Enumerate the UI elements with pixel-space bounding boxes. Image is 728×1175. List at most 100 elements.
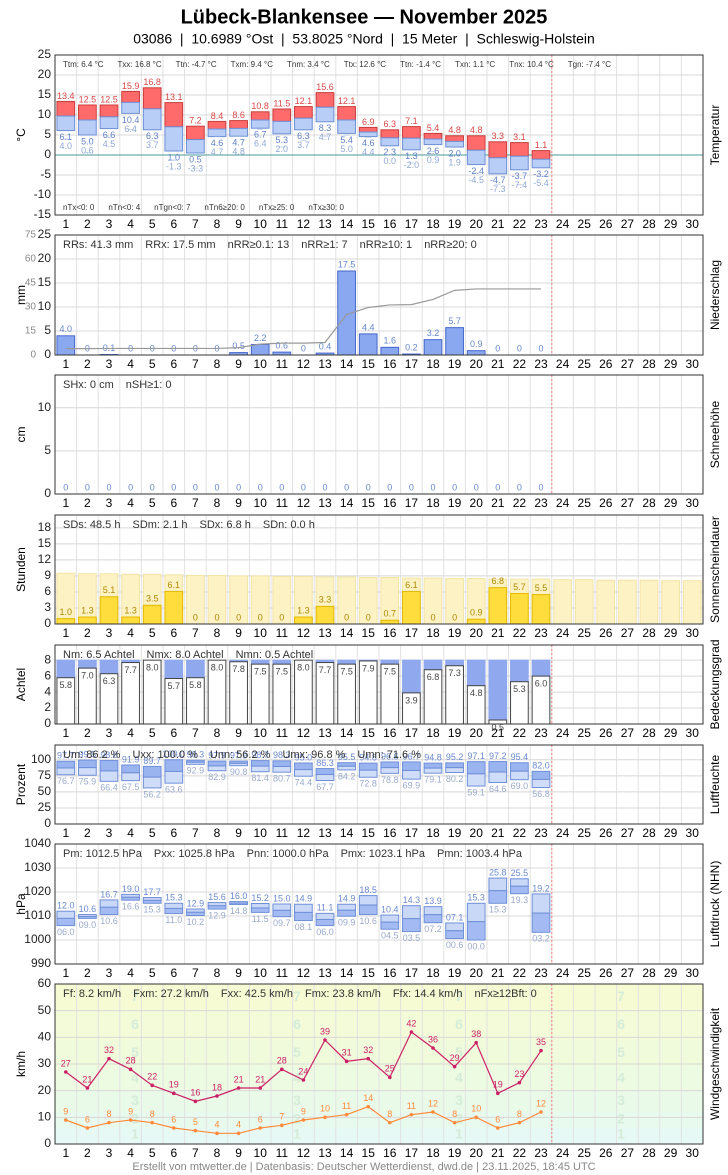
x-tick-label: 22 — [513, 496, 527, 510]
x-tick-label: 3 — [106, 357, 113, 371]
min-label: 69.9 — [403, 780, 421, 790]
max-label: 11.5 — [273, 98, 290, 108]
x-tick-label: 25 — [578, 726, 592, 740]
value-label: 0 — [452, 612, 457, 622]
range-lower — [294, 911, 313, 922]
value-label: 0 — [366, 612, 371, 622]
range-lower — [423, 914, 443, 924]
range-upper — [488, 761, 508, 773]
x-tick-label: 15 — [362, 826, 376, 840]
min-label: 76.7 — [57, 776, 75, 786]
max-label: 3.1 — [513, 132, 526, 142]
value-label: 6.1 — [405, 580, 418, 590]
point — [388, 1075, 392, 1080]
x-tick-label: 30 — [686, 726, 700, 740]
x-tick-label: 11 — [276, 217, 289, 231]
x-tick-label: 4 — [127, 966, 134, 980]
stat-text: SDn: 0.0 h — [263, 519, 315, 531]
stat-text: Tnm: 3.4 °C — [287, 60, 330, 69]
max-label: 8.4 — [211, 111, 224, 121]
bar — [466, 618, 486, 625]
value-label: 42 — [406, 1018, 416, 1028]
x-tick-label: 16 — [383, 357, 397, 371]
min-label: 63.6 — [165, 785, 183, 795]
y-tick-label: 25 — [38, 227, 52, 241]
clear-sky-bar — [164, 659, 184, 680]
value-label: 0 — [452, 482, 457, 492]
y-tick-label: 0 — [44, 616, 51, 630]
max-label: 6.3 — [384, 119, 397, 129]
x-tick-label: 2 — [84, 726, 91, 740]
point — [323, 1115, 327, 1120]
min-label: 75.9 — [79, 777, 97, 787]
ground-min-label: 3.7 — [297, 140, 310, 150]
value-label: 0.5 — [232, 341, 245, 351]
value-label: 6.8 — [492, 576, 505, 586]
range-lower — [78, 119, 97, 136]
x-tick-label: 25 — [578, 217, 592, 231]
footer: Erstellt von mtwetter.de | Datenbasis: D… — [132, 1161, 595, 1173]
x-tick-label: 13 — [318, 966, 332, 980]
point — [452, 1120, 457, 1125]
max-label: 95.5 — [338, 752, 356, 762]
x-tick-label: 17 — [405, 726, 419, 740]
value-label: 39 — [320, 1026, 330, 1036]
x-tick-label: 27 — [621, 1146, 635, 1160]
y-axis-label: Achtel — [14, 668, 28, 701]
range-upper — [315, 92, 335, 108]
x-tick-label: 5 — [149, 826, 156, 840]
range-upper — [272, 108, 292, 122]
value-label: 6 — [258, 1114, 263, 1124]
x-tick-label: 22 — [513, 357, 527, 371]
value-label: 10 — [471, 1104, 481, 1114]
min-label: 67.5 — [122, 782, 140, 792]
x-tick-label: 18 — [426, 1146, 440, 1160]
range-upper — [250, 760, 270, 767]
x-tick-label: 8 — [214, 357, 221, 371]
x-tick-label: 11 — [276, 496, 289, 510]
max-label: 10.8 — [251, 101, 269, 111]
x-tick-label: 13 — [318, 626, 332, 640]
x-tick-label: 5 — [149, 217, 156, 231]
x-tick-label: 25 — [578, 626, 592, 640]
x-tick-label: 17 — [405, 217, 419, 231]
stat-text: nTx≥30: 0 — [308, 203, 344, 212]
x-tick-label: 7 — [192, 966, 199, 980]
point — [301, 1118, 306, 1122]
min-label: 00.0 — [467, 941, 485, 951]
stat-text: SHx: 0 cm — [63, 379, 114, 391]
stat-text: Nmx: 8.0 Achtel — [147, 649, 224, 661]
x-tick-label: 17 — [405, 357, 419, 371]
max-label: 12.5 — [100, 94, 118, 104]
ground-min-label: 2.0 — [276, 144, 289, 154]
value-label: 5.5 — [535, 583, 548, 593]
x-tick-label: 1 — [62, 626, 69, 640]
x-tick-label: 24 — [556, 726, 570, 740]
value-label: 9 — [301, 1106, 306, 1116]
value-label: 18 — [212, 1082, 222, 1092]
ground-min-label: -2.0 — [404, 160, 420, 170]
x-tick-label: 10 — [254, 357, 268, 371]
x-tick-label: 1 — [62, 726, 69, 740]
bar — [78, 573, 97, 625]
y-tick-label: 6 — [44, 668, 51, 682]
y2-tick-label: 30 — [25, 302, 37, 313]
x-tick-label: 4 — [127, 826, 134, 840]
x-tick-label: 12 — [297, 1146, 311, 1160]
x-tick-label: 16 — [383, 966, 397, 980]
x-tick-label: 16 — [383, 626, 397, 640]
x-tick-label: 20 — [470, 217, 484, 231]
ground-min-label: -5.4 — [533, 178, 549, 188]
range-lower — [466, 773, 486, 787]
x-tick-label: 13 — [318, 726, 332, 740]
x-tick-label: 15 — [362, 496, 376, 510]
beaufort-label: 2 — [293, 1111, 301, 1127]
ground-min-label: 5.0 — [340, 144, 353, 154]
point — [280, 1067, 284, 1072]
y-tick-label: 18 — [38, 520, 52, 534]
range-lower — [358, 131, 378, 138]
value-label: 7.0 — [81, 671, 94, 681]
range-lower — [250, 119, 270, 129]
y-tick-label: 5 — [44, 127, 51, 141]
y-tick-label: 60 — [38, 976, 52, 990]
